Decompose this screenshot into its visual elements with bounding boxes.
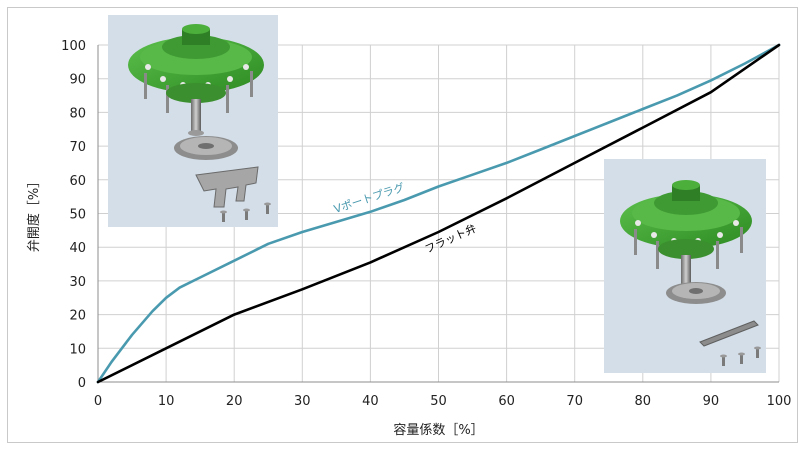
series-line-1 [96, 43, 781, 384]
flat-valve-stem [681, 255, 691, 287]
x-tick-label: 40 [362, 394, 379, 409]
y-tick-label: 0 [78, 376, 86, 391]
y-tick-label: 40 [69, 241, 86, 256]
y-tick-label: 60 [69, 174, 86, 189]
x-tick-label: 60 [498, 394, 515, 409]
v-port-cage [195, 166, 259, 208]
series-label-0: Vポートプラグ [332, 180, 406, 216]
x-tick-label: 100 [767, 394, 792, 409]
x-tick-label: 50 [430, 394, 447, 409]
y-tick-label: 30 [69, 275, 86, 290]
flat-valve-actuator-cap [620, 180, 752, 269]
chart-frame: Vポートプラグ フラット弁 0 10 20 30 40 50 60 70 80 90 100 0 10 20… [7, 7, 798, 443]
valve-actuator-cap [128, 24, 264, 113]
x-tick-label: 20 [226, 394, 243, 409]
x-axis-title: 容量係数［%］ [393, 422, 483, 438]
x-tick-label: 0 [94, 394, 102, 409]
flat-valve-image [604, 159, 766, 373]
flat-valve-screws [720, 346, 761, 366]
y-tick-label: 70 [69, 140, 86, 155]
flat-valve-disc [666, 282, 726, 304]
v-port-plug-valve-image [108, 15, 278, 227]
y-tick-label: 20 [69, 309, 86, 324]
valve-screws [220, 202, 271, 222]
series-line-0 [96, 43, 781, 384]
y-tick-label: 80 [69, 106, 86, 121]
x-tick-label: 90 [703, 394, 720, 409]
axes [97, 45, 779, 383]
x-tick-label: 30 [294, 394, 311, 409]
series-lines [96, 43, 781, 384]
flat-valve-plate [699, 320, 759, 347]
valve-stem [188, 99, 204, 136]
tick-labels: 0 10 20 30 40 50 60 70 80 90 100 0 10 20 30 40 50 60 70 80 9… [61, 39, 791, 409]
x-tick-label: 10 [158, 394, 175, 409]
y-tick-label: 100 [61, 39, 86, 54]
y-tick-label: 50 [69, 208, 86, 223]
y-tick-label: 10 [69, 342, 86, 357]
x-tick-label: 80 [635, 394, 652, 409]
y-axis-title: 弁開度［%］ [26, 175, 42, 252]
y-tick-label: 90 [69, 73, 86, 88]
valve-plug-disc [174, 136, 238, 160]
x-tick-label: 70 [566, 394, 583, 409]
